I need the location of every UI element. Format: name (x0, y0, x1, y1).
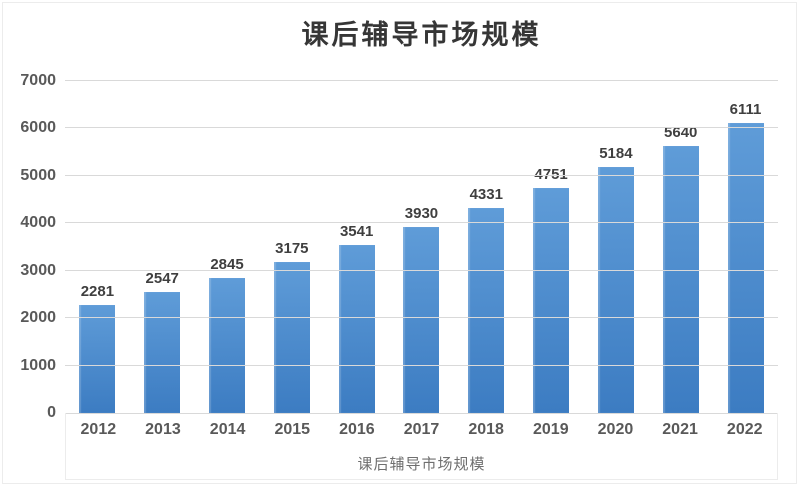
y-tick-label: 0 (47, 404, 56, 421)
bar (79, 304, 116, 413)
x-tick-label: 2015 (274, 421, 311, 438)
x-tick-label: 2020 (597, 421, 634, 438)
gridline (65, 269, 778, 271)
bar-data-label: 2281 (80, 282, 115, 300)
gridline (65, 317, 778, 319)
bar-slot: 5184 (584, 81, 649, 413)
bar-slot: 4751 (519, 81, 584, 413)
y-tick-label: 2000 (20, 309, 56, 327)
x-tick-label: 2014 (209, 421, 246, 438)
bar-data-label: 6111 (729, 101, 762, 119)
x-tick-label: 2021 (662, 421, 698, 438)
bar-slot: 3930 (389, 81, 454, 413)
bar-data-label: 4331 (469, 185, 503, 203)
bar-data-label: 4751 (534, 165, 568, 183)
bar (468, 207, 505, 413)
chart-title: 课后辅导市场规模 (301, 20, 542, 50)
bar-series: 2281 2547 2845 3175 3541 3930 4331 4751 5184 5640… (65, 81, 778, 413)
bar (273, 262, 310, 413)
bar (338, 245, 375, 413)
y-axis: 0 1000 2000 3000 4000 5000 6000 7000 (0, 73, 56, 421)
y-tick-label: 3000 (20, 261, 56, 279)
bar-slot: 2547 (130, 81, 195, 413)
y-tick-label: 4000 (20, 214, 56, 232)
gridline (65, 222, 778, 224)
x-tick-label: 2013 (145, 421, 181, 438)
bar (209, 278, 246, 413)
y-tick-label: 5000 (20, 166, 56, 184)
y-tick-label: 6000 (20, 119, 56, 137)
x-axis-title: 课后辅导市场规模 (357, 456, 486, 473)
bar (662, 145, 699, 413)
x-tick-label: 2016 (339, 421, 375, 438)
y-tick-label: 1000 (20, 356, 56, 374)
bar (403, 226, 440, 413)
bar-slot: 6111 (713, 81, 778, 413)
bar (533, 187, 570, 413)
bar-slot: 2845 (195, 81, 260, 413)
x-axis: 2012 2013 2014 2015 2016 2017 2018 2019 2020 2021… (66, 422, 777, 438)
bar-data-label: 5184 (599, 145, 633, 163)
x-tick-label: 2018 (468, 421, 504, 438)
gridline (65, 80, 778, 81)
bar-slot: 4331 (454, 81, 519, 413)
bar-data-label: 2547 (145, 270, 179, 288)
bar (597, 167, 634, 413)
bar-data-label: 3175 (275, 240, 309, 258)
gridline (65, 174, 778, 176)
x-tick-label: 2017 (403, 421, 440, 438)
x-tick-label: 2012 (80, 421, 117, 438)
bar (144, 292, 181, 413)
plot-area: 2281 2547 2845 3175 3541 3930 4331 4751 5184 5640… (65, 80, 778, 414)
x-tick-label: 2019 (533, 421, 569, 438)
x-tick-label: 2022 (726, 421, 763, 438)
gridline (65, 127, 778, 129)
bar-data-label: 3930 (404, 204, 439, 222)
bar-slot: 5640 (648, 81, 713, 413)
y-tick-label: 7000 (20, 72, 56, 89)
gridline (65, 364, 778, 366)
bar-data-label: 2845 (210, 256, 244, 274)
bar (727, 123, 764, 413)
bar-slot: 3175 (259, 81, 324, 413)
bar-slot: 2281 (65, 81, 130, 413)
bar-data-label: 3541 (339, 223, 374, 241)
bar-slot: 3541 (324, 81, 389, 413)
x-axis-region: 2012 2013 2014 2015 2016 2017 2018 2019 2020 2021… (65, 413, 778, 480)
